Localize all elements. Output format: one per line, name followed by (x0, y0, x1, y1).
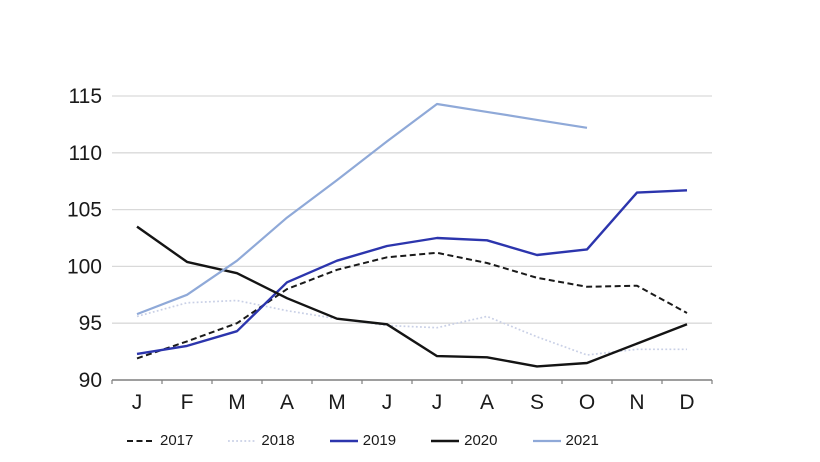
series-line-2019 (136, 189, 688, 356)
legend-swatch-2017 (127, 440, 155, 442)
y-axis-label-105: 105 (67, 199, 102, 222)
chart-legend: 2017 2018 2019 2020 2021 (126, 430, 599, 452)
y-axis-label-100: 100 (67, 255, 102, 278)
x-axis-label-3: A (280, 391, 294, 414)
x-axis-label-11: D (679, 391, 694, 414)
legend-label: 2021 (565, 432, 599, 449)
x-axis-label-0: J (132, 391, 143, 414)
legend-item-2021: 2021 (532, 430, 599, 452)
series-line-2021 (136, 102, 588, 316)
x-axis-label-1: F (181, 391, 194, 414)
x-axis-label-7: A (480, 391, 494, 414)
series-line-2018 (136, 299, 687, 356)
x-axis-label-8: S (530, 391, 544, 414)
y-axis-label-110: 110 (69, 142, 102, 165)
x-axis-label-9: O (579, 391, 595, 414)
legend-swatch-2020 (431, 439, 460, 443)
legend-swatch-2018 (228, 440, 257, 442)
series-line-2020 (136, 225, 688, 368)
legend-label: 2020 (464, 432, 498, 449)
legend-swatch-2019 (329, 439, 358, 443)
x-axis-label-6: J (432, 391, 443, 414)
legend-item-2020: 2020 (430, 430, 498, 452)
y-axis-label-95: 95 (79, 312, 102, 335)
chart-svg: 90 95 100 105 110 115 J F M A M J J A S O N D (67, 85, 713, 414)
legend-label: 2019 (362, 432, 397, 449)
legend-label: 2018 (261, 432, 295, 449)
series-line-2017 (136, 251, 688, 360)
y-axis-label-115: 115 (69, 85, 102, 108)
x-axis-label-2: M (228, 391, 246, 414)
legend-item-2017: 2017 (126, 430, 193, 452)
x-axis-label-5: J (382, 391, 393, 414)
x-axis-label-4: M (328, 391, 346, 414)
x-axis-label-10: N (629, 391, 644, 414)
legend-item-2018: 2018 (227, 430, 295, 452)
legend-label: 2017 (160, 432, 194, 449)
legend-swatch-2021 (532, 439, 561, 443)
legend-item-2019: 2019 (329, 430, 396, 452)
plot-area-wrap: 90 95 100 105 110 115 J F M A M J J A S O N D (67, 85, 713, 414)
y-axis-label-90: 90 (79, 369, 102, 392)
